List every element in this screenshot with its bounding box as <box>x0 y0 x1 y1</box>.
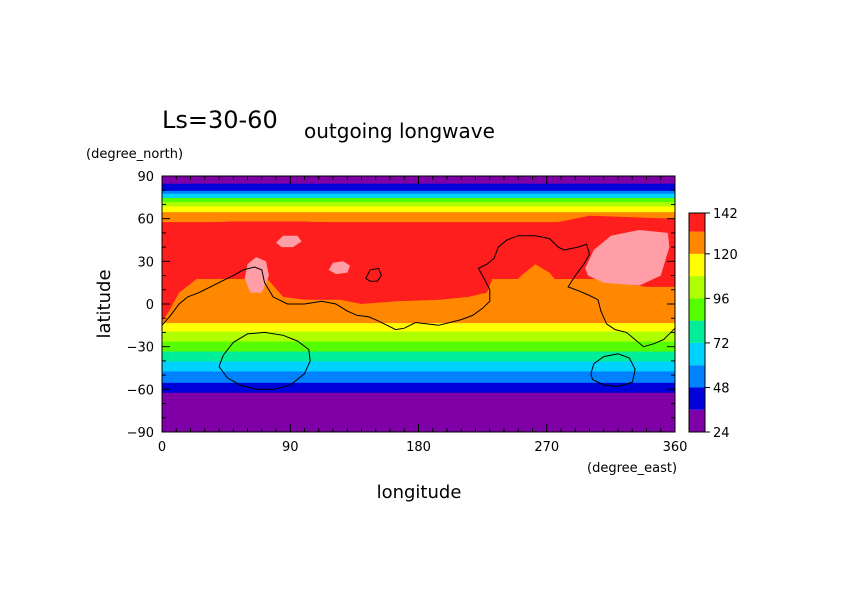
x-tick-label-4: 360 <box>663 440 688 455</box>
axes: 0 90 180 270 360 90 60 30 0 −30 −60 −90 <box>127 170 688 455</box>
y-tick-label-2: 30 <box>137 255 154 270</box>
zonal-band-11 <box>162 205 675 213</box>
colorbar-tick-label-5: 24 <box>713 426 730 441</box>
x-tick-label-1: 90 <box>282 440 299 455</box>
colorbar-swatch-1 <box>689 387 705 410</box>
x-axis-label: longitude <box>377 482 462 503</box>
colorbar-tick-label-0: 142 <box>713 207 738 222</box>
colorbar-swatch-9 <box>689 213 705 232</box>
colorbar-swatch-2 <box>689 365 705 388</box>
zonal-band-14 <box>162 193 675 198</box>
contour-region-3 <box>244 257 269 293</box>
x-tick-label-0: 0 <box>158 440 166 455</box>
zonal-band-1 <box>162 382 675 393</box>
y-tick-label-6: −90 <box>127 426 154 441</box>
contour-region-4 <box>328 261 351 275</box>
chart-subtitle: outgoing longwave <box>304 119 495 143</box>
y-unit-label: (degree_north) <box>86 147 183 162</box>
colorbar: 142 120 96 72 48 24 <box>688 207 738 441</box>
contour-line-3 <box>365 267 382 282</box>
zonal-band-6 <box>162 331 675 342</box>
colorbar-swatch-0 <box>689 409 705 432</box>
contour-region-2 <box>276 235 302 248</box>
contour-lines <box>162 235 675 390</box>
contour-line-2 <box>590 353 636 388</box>
colorbar-tick-label-1: 120 <box>713 248 738 263</box>
contour-line-1 <box>218 331 311 390</box>
y-tick-label-4: −30 <box>127 341 154 356</box>
zonal-band-3 <box>162 360 675 372</box>
colorbar-swatch-5 <box>689 298 705 321</box>
colorbar-swatch-8 <box>689 231 705 254</box>
zonal-band-10 <box>162 211 675 223</box>
colorbar-swatch-3 <box>689 342 705 366</box>
contour-line-0 <box>162 235 675 348</box>
x-tick-label-2: 180 <box>406 440 431 455</box>
y-tick-label-0: 90 <box>137 170 154 185</box>
x-unit-label: (degree_east) <box>587 461 677 476</box>
contour-region-1 <box>511 264 561 297</box>
x-tick-label-3: 270 <box>534 440 559 455</box>
zonal-band-12 <box>162 201 675 207</box>
zonal-band-7 <box>162 322 675 332</box>
y-tick-label-5: −60 <box>127 383 154 398</box>
y-tick-label-3: 0 <box>146 298 154 313</box>
zonal-band-16 <box>162 183 675 191</box>
zonal-band-4 <box>162 350 675 362</box>
y-axis-label: latitude <box>94 269 115 338</box>
colorbar-tick-label-3: 72 <box>713 337 730 352</box>
colorbar-tick-label-2: 96 <box>713 292 730 307</box>
colorbar-frame <box>688 212 706 433</box>
colorbar-tick-label-4: 48 <box>713 381 730 396</box>
contour-field <box>162 176 675 432</box>
zonal-band-5 <box>162 340 675 352</box>
y-tick-label-1: 60 <box>137 213 154 228</box>
zonal-band-15 <box>162 190 675 194</box>
colorbar-swatch-4 <box>689 320 705 343</box>
zonal-band-13 <box>162 197 675 203</box>
zonal-band-2 <box>162 370 675 383</box>
colorbar-swatch-7 <box>689 253 705 277</box>
colorbar-swatch-6 <box>689 276 705 299</box>
chart-title: Ls=30-60 <box>162 106 278 134</box>
contour-region-5 <box>585 230 670 286</box>
